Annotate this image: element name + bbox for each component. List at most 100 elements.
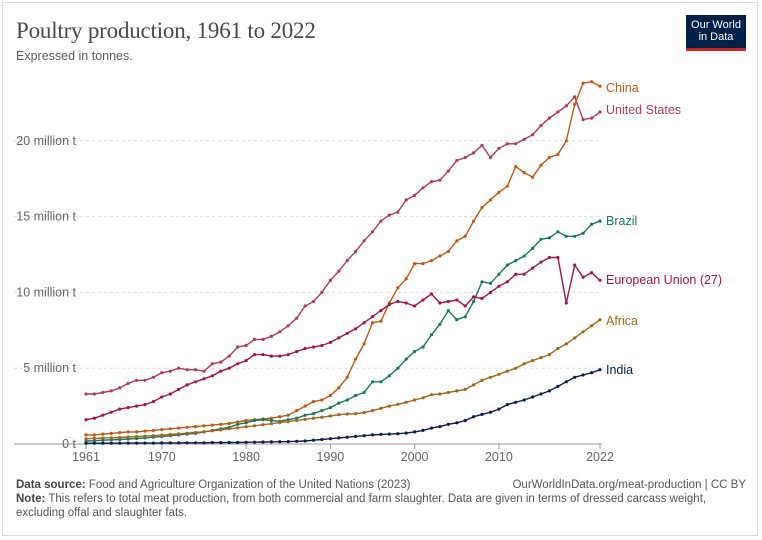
data-point <box>311 412 316 416</box>
data-point <box>463 418 467 423</box>
data-point <box>303 417 307 421</box>
data-point <box>379 432 383 436</box>
series-line <box>86 369 601 444</box>
data-point <box>320 415 324 419</box>
data-point <box>438 178 442 182</box>
data-point <box>269 334 273 338</box>
data-point <box>539 237 543 241</box>
source-url[interactable]: OurWorldInData.org/meat-production | CC … <box>512 479 746 491</box>
data-point <box>210 441 214 445</box>
data-point <box>497 146 501 150</box>
data-point <box>598 278 602 282</box>
data-point <box>84 418 88 422</box>
note-line: Note: This refers to total meat producti… <box>16 492 746 520</box>
data-point <box>244 421 248 425</box>
data-point <box>429 259 434 263</box>
data-point <box>488 155 493 160</box>
data-point <box>177 426 181 430</box>
data-point <box>101 436 105 440</box>
data-point <box>564 342 568 346</box>
data-point <box>101 441 105 445</box>
data-point <box>396 210 400 214</box>
data-point <box>438 254 442 258</box>
data-point <box>429 292 434 296</box>
data-point <box>109 410 113 414</box>
data-point <box>84 392 88 396</box>
data-point <box>92 433 96 437</box>
data-point <box>345 398 349 402</box>
series-brazil[interactable] <box>84 219 602 443</box>
data-point <box>497 190 501 194</box>
data-point <box>404 400 408 404</box>
data-point <box>269 440 273 444</box>
x-tick-label: 2010 <box>485 450 513 464</box>
data-point <box>429 180 434 184</box>
data-point <box>505 142 509 146</box>
data-point <box>354 249 358 254</box>
series-india[interactable] <box>84 368 602 445</box>
data-point <box>345 331 349 335</box>
data-point <box>278 421 282 425</box>
data-point <box>219 360 223 364</box>
series-africa[interactable] <box>84 318 602 441</box>
data-point <box>413 193 417 197</box>
chart-subtitle: Expressed in tonnes. <box>16 49 133 63</box>
data-point <box>244 343 248 348</box>
series-lines <box>84 80 602 445</box>
data-point <box>252 440 257 444</box>
data-point <box>269 422 273 426</box>
series-label-united-states: United States <box>606 103 681 117</box>
series-china[interactable] <box>84 80 602 437</box>
data-point <box>396 286 400 290</box>
data-point <box>429 426 434 430</box>
data-point <box>185 431 189 435</box>
data-point <box>581 330 585 334</box>
y-tick-label: 20 million t <box>16 134 76 148</box>
data-point <box>151 434 155 438</box>
owid-logo[interactable]: Our World in Data <box>686 15 746 51</box>
data-point <box>160 371 164 375</box>
data-point <box>522 254 526 258</box>
data-point <box>438 301 442 305</box>
data-point <box>472 299 476 304</box>
data-point <box>151 441 155 445</box>
series-united-states[interactable] <box>84 95 602 396</box>
note-label: Note: <box>16 493 46 505</box>
data-point <box>295 316 299 320</box>
data-point <box>387 432 391 436</box>
data-point <box>387 302 391 307</box>
data-point <box>236 422 240 426</box>
data-point <box>135 430 139 434</box>
series-line <box>85 220 601 442</box>
data-point <box>413 398 417 402</box>
data-point <box>160 395 164 399</box>
data-point <box>472 295 476 299</box>
data-point <box>463 315 467 319</box>
data-point <box>547 236 552 240</box>
series-european-union-27[interactable] <box>84 255 602 422</box>
data-point <box>396 432 400 436</box>
data-point <box>160 433 164 437</box>
data-point <box>556 110 560 114</box>
data-point <box>160 441 164 445</box>
data-point <box>590 271 594 275</box>
data-point <box>295 418 299 422</box>
data-point <box>135 404 139 408</box>
data-point <box>354 412 358 416</box>
data-point <box>244 440 248 444</box>
data-point <box>84 441 88 445</box>
data-point <box>101 413 105 417</box>
y-axis-tick-labels: 0 t 5 million t 10 million t 15 million t 20… <box>16 134 76 451</box>
data-point <box>193 425 198 429</box>
data-point <box>219 441 223 445</box>
data-point <box>472 415 476 419</box>
data-point <box>370 409 375 413</box>
data-point <box>303 346 307 351</box>
data-point <box>92 439 96 443</box>
data-point <box>345 435 349 439</box>
data-point <box>547 116 552 120</box>
data-point <box>227 366 231 370</box>
data-point <box>337 336 341 340</box>
data-point <box>337 436 341 440</box>
data-point <box>337 401 341 405</box>
